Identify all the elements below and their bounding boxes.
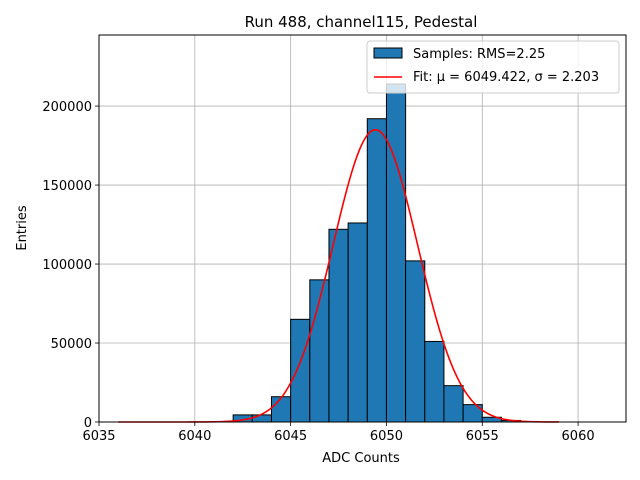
histogram-bar [290, 318, 311, 423]
y-tick-label: 200000 [42, 100, 92, 115]
chart-title: Run 488, channel115, Pedestal [245, 13, 478, 31]
histogram-bar [366, 118, 387, 423]
histogram-bar [424, 340, 445, 423]
x-tick-label: 6050 [370, 429, 403, 444]
legend-label-fit: Fit: μ = 6049.422, σ = 2.203 [413, 70, 599, 85]
y-tick-label: 50000 [51, 337, 92, 352]
plot-frame [98, 34, 627, 423]
x-tick-label: 6060 [562, 429, 595, 444]
legend-box [366, 40, 620, 94]
x-tick-label: 6045 [274, 429, 307, 444]
x-tick-label: 6040 [178, 429, 211, 444]
histogram-bars [232, 83, 522, 423]
legend: Samples: RMS=2.25 Fit: μ = 6049.422, σ =… [366, 40, 620, 94]
y-tick-label: 0 [84, 416, 92, 431]
legend-swatch-samples [373, 47, 403, 59]
histogram-bar [251, 414, 272, 423]
y-axis-label: Entries [15, 205, 30, 251]
histogram-bar [443, 385, 464, 423]
x-axis-label: ADC Counts [322, 451, 400, 466]
histogram-bar [405, 260, 426, 423]
histogram-bar [385, 83, 407, 423]
histogram-bar [270, 396, 292, 423]
legend-label-samples: Samples: RMS=2.25 [413, 47, 545, 62]
x-tick-label: 6055 [466, 429, 499, 444]
x-tick-label: 6035 [82, 429, 115, 444]
x-axis-ticks: 6035 6040 6045 6050 6055 6060 [82, 422, 595, 444]
y-tick-label: 100000 [42, 258, 92, 273]
histogram-bar [328, 228, 349, 423]
y-tick-label: 150000 [42, 179, 92, 194]
histogram-bar [347, 222, 368, 423]
y-axis-ticks: 0 50000 100000 150000 200000 [42, 100, 99, 431]
